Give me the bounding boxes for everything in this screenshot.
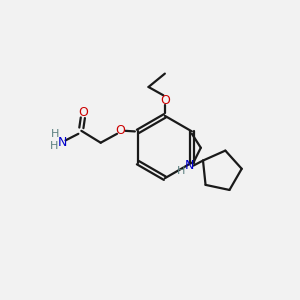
Text: O: O (160, 94, 170, 107)
Text: H: H (177, 166, 186, 176)
Text: N: N (185, 159, 194, 172)
Text: H: H (50, 141, 58, 151)
Text: H: H (50, 129, 59, 140)
Text: O: O (115, 124, 125, 137)
Text: O: O (78, 106, 88, 119)
Text: N: N (57, 136, 67, 149)
